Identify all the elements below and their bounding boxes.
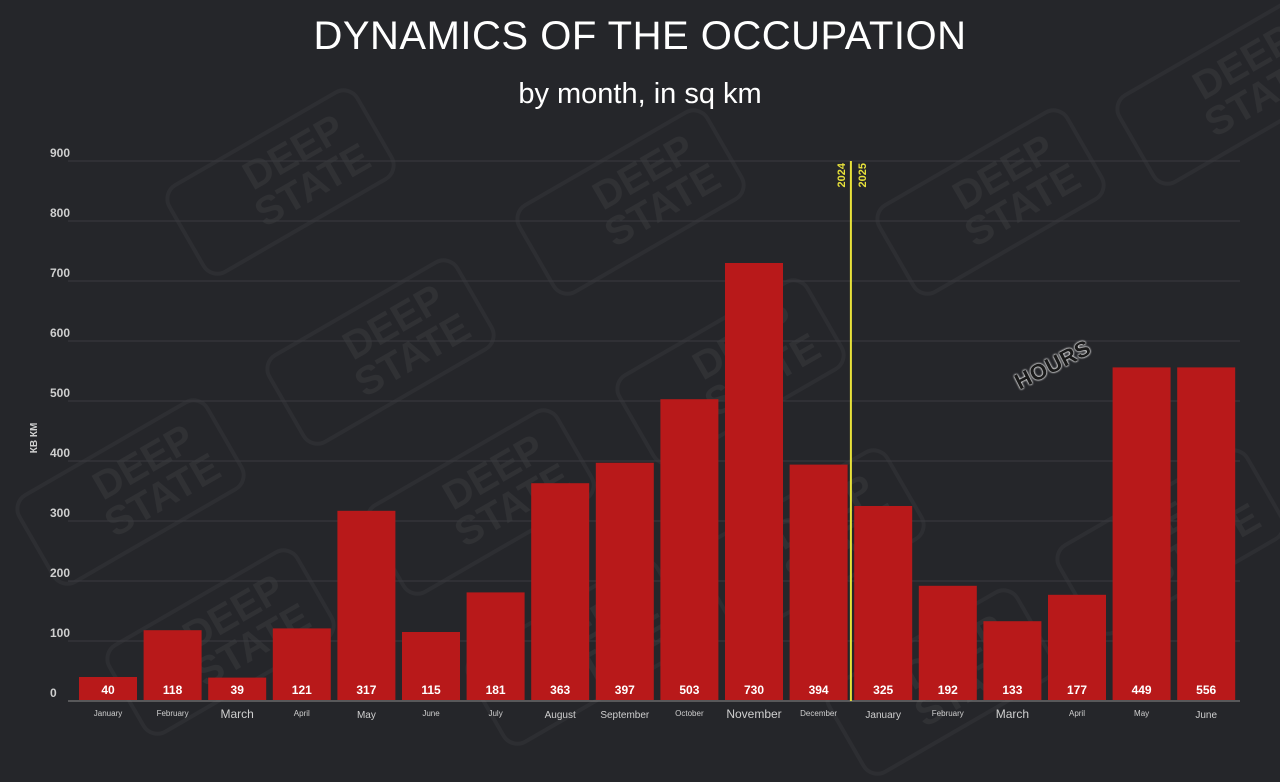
x-tick-label: January [94,709,122,718]
bar [208,677,267,700]
x-tick-label: June [422,709,440,718]
bar-value-label: 556 [1196,683,1216,697]
x-tick-label: January [865,710,901,721]
bar-value-label: 121 [292,683,312,697]
bar-value-label: 363 [550,683,570,697]
bar-value-label: 115 [421,683,441,697]
grid-lines [68,160,1240,642]
y-axis-label: КВ КМ [29,423,40,454]
x-tick-label: August [545,710,576,721]
bar [143,630,202,700]
bar [402,632,460,700]
y-tick-label: 200 [50,566,70,580]
x-tick-label: June [1195,710,1217,721]
bar-value-label: 317 [356,683,376,697]
x-tick-label: November [726,707,781,721]
bar [337,510,396,700]
bar-chart: 0 100 200 300 400 500 600 700 800 900 КВ КМ 40 118… [29,146,1240,721]
bar [854,506,913,700]
x-tick-label: May [357,710,376,721]
bar-value-label: 118 [163,683,183,697]
bar-value-label: 192 [938,683,958,697]
y-tick-label: 100 [50,626,70,640]
y-tick-label: 800 [50,206,70,220]
x-tick-label: March [221,707,254,721]
x-tick-label: April [294,709,310,718]
bar [466,592,525,700]
x-tick-label: May [1134,709,1149,718]
y-tick-label: 900 [50,146,70,160]
bar [660,399,719,700]
x-tick-label: April [1069,709,1085,718]
bar-value-label: 394 [809,683,829,697]
bar [531,483,590,700]
x-tick-label: September [600,710,650,721]
x-tick-label: February [157,709,189,718]
y-tick-label: 300 [50,506,70,520]
bar-value-label: 503 [679,683,699,697]
bars [79,263,1236,700]
value-labels: 40 118 39 121 317 115 181 363 397 503 730 394 325 192… [101,683,1216,697]
bar-value-label: 133 [1002,683,1022,697]
bar [79,677,137,700]
bar-value-label: 40 [101,683,115,697]
chart-title: DYNAMICS OF THE OCCUPATION [313,14,967,58]
x-tick-label: July [488,709,502,718]
y-tick-label: 700 [50,266,70,280]
y-axis-ticks: 0 100 200 300 400 500 600 700 800 900 [50,146,70,700]
x-tick-label: December [800,709,837,718]
chart-subtitle: by month, in sq km [518,78,762,110]
bar [918,585,977,700]
y-tick-label: 400 [50,446,70,460]
bar-value-label: 397 [615,683,635,697]
y-tick-label: 500 [50,386,70,400]
bar [595,462,654,700]
bar-value-label: 181 [486,683,506,697]
bar [272,628,331,700]
year-divider: 2024 2025 [836,161,869,701]
x-tick-label: February [932,709,964,718]
bar [1112,367,1171,700]
bar [725,263,783,700]
bar-value-label: 730 [744,683,764,697]
x-axis-ticks: January February March April May June July Augu… [94,707,1218,721]
year-label-left: 2024 [836,162,848,187]
bar [1177,367,1236,700]
x-tick-label: March [996,707,1029,721]
bar-value-label: 39 [231,683,245,697]
bar [983,621,1042,700]
bar [1048,594,1106,700]
x-tick-label: October [675,709,704,718]
y-tick-label: 600 [50,326,70,340]
year-label-right: 2025 [857,163,869,187]
bar-value-label: 449 [1132,683,1152,697]
bar-value-label: 325 [873,683,893,697]
y-tick-label: 0 [50,686,57,700]
bar [789,464,848,700]
bar-value-label: 177 [1067,683,1087,697]
